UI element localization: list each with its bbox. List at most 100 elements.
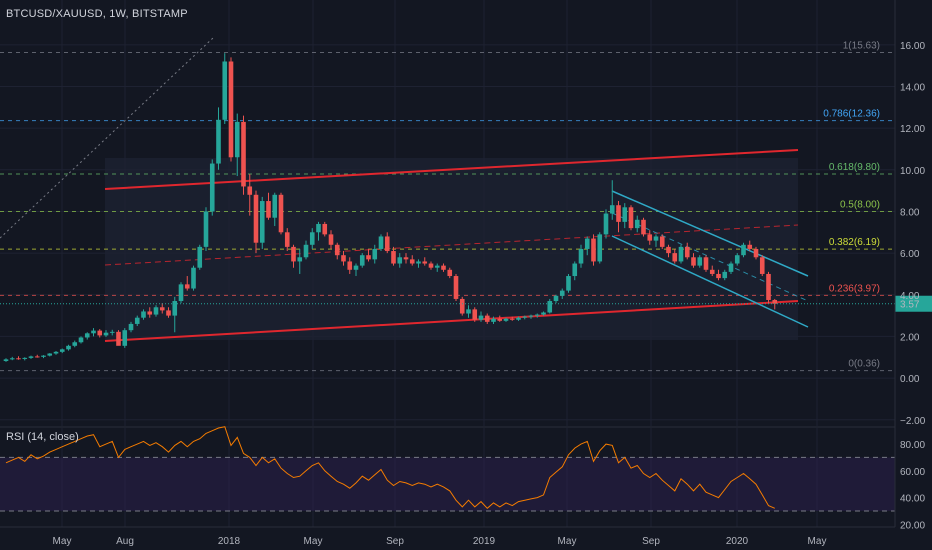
candle-body[interactable] xyxy=(228,61,234,158)
candle-body[interactable] xyxy=(759,257,765,274)
candle-body[interactable] xyxy=(434,265,440,268)
candle-body[interactable] xyxy=(734,255,740,264)
candle-body[interactable] xyxy=(491,318,496,322)
candle-body[interactable] xyxy=(641,219,646,235)
candle-body[interactable] xyxy=(334,244,340,256)
candle-body[interactable] xyxy=(209,163,215,212)
candle-body[interactable] xyxy=(691,257,696,266)
candle-body[interactable] xyxy=(628,207,634,229)
candle-body[interactable] xyxy=(84,333,90,338)
candle-body[interactable] xyxy=(159,307,165,311)
candle-body[interactable] xyxy=(378,236,384,249)
candle-body[interactable] xyxy=(241,121,246,187)
candle-body[interactable] xyxy=(28,356,34,358)
candle-body[interactable] xyxy=(772,299,778,304)
candle-body[interactable] xyxy=(397,257,403,264)
candle-body[interactable] xyxy=(197,246,203,268)
candle-body[interactable] xyxy=(222,61,228,120)
candle-body[interactable] xyxy=(766,273,771,300)
candle-body[interactable] xyxy=(109,331,115,333)
candle-body[interactable] xyxy=(303,244,309,258)
candle-body[interactable] xyxy=(547,301,553,313)
candle-body[interactable] xyxy=(103,332,109,336)
candle-body[interactable] xyxy=(316,223,321,233)
candle-body[interactable] xyxy=(428,263,434,268)
candle-body[interactable] xyxy=(203,211,209,247)
candle-body[interactable] xyxy=(603,213,609,235)
candle-body[interactable] xyxy=(728,263,734,272)
candle-body[interactable] xyxy=(53,351,59,354)
candle-body[interactable] xyxy=(416,261,421,264)
candle-body[interactable] xyxy=(372,248,378,260)
candle-body[interactable] xyxy=(172,301,178,316)
candle-body[interactable] xyxy=(216,119,221,164)
candle-body[interactable] xyxy=(503,318,509,321)
candle-body[interactable] xyxy=(353,265,359,270)
candle-body[interactable] xyxy=(553,295,559,302)
candle-body[interactable] xyxy=(116,331,121,346)
candle-body[interactable] xyxy=(659,236,665,247)
rsi-line[interactable] xyxy=(5,426,775,509)
candle-body[interactable] xyxy=(3,359,9,362)
candle-body[interactable] xyxy=(78,337,84,343)
candle-body[interactable] xyxy=(247,186,253,195)
candle-body[interactable] xyxy=(359,255,365,266)
candle-body[interactable] xyxy=(97,330,103,336)
candle-body[interactable] xyxy=(178,284,184,302)
candle-body[interactable] xyxy=(291,246,296,262)
candle-body[interactable] xyxy=(616,205,621,222)
candle-body[interactable] xyxy=(684,246,690,258)
candle-body[interactable] xyxy=(478,315,484,320)
candle-body[interactable] xyxy=(16,358,21,360)
candle-body[interactable] xyxy=(91,330,96,334)
candle-body[interactable] xyxy=(528,315,534,317)
candle-body[interactable] xyxy=(591,238,596,262)
candle-body[interactable] xyxy=(22,357,28,359)
candle-body[interactable] xyxy=(466,309,471,314)
candle-body[interactable] xyxy=(347,261,353,270)
candle-body[interactable] xyxy=(534,314,540,316)
candle-body[interactable] xyxy=(441,265,446,270)
candle-body[interactable] xyxy=(709,269,715,274)
candle-body[interactable] xyxy=(134,317,140,324)
candle-body[interactable] xyxy=(366,255,371,260)
candle-body[interactable] xyxy=(741,244,746,256)
candle-body[interactable] xyxy=(278,194,284,233)
candle-body[interactable] xyxy=(453,276,459,299)
candle-body[interactable] xyxy=(272,194,278,218)
candle-body[interactable] xyxy=(284,232,290,247)
candle-body[interactable] xyxy=(609,205,615,214)
candle-body[interactable] xyxy=(122,330,128,346)
candle-body[interactable] xyxy=(47,353,53,356)
candle-body[interactable] xyxy=(59,349,65,352)
candle-body[interactable] xyxy=(722,271,728,279)
candle-body[interactable] xyxy=(309,232,315,245)
candle-body[interactable] xyxy=(153,307,159,315)
candle-body[interactable] xyxy=(184,284,190,289)
candle-body[interactable] xyxy=(297,257,303,262)
candle-body[interactable] xyxy=(753,248,759,258)
candle-body[interactable] xyxy=(484,315,490,322)
candle-body[interactable] xyxy=(622,207,628,222)
candle-body[interactable] xyxy=(647,234,653,241)
candle-body[interactable] xyxy=(322,223,328,235)
candle-body[interactable] xyxy=(747,244,753,249)
candle-body[interactable] xyxy=(578,248,584,264)
candle-body[interactable] xyxy=(328,234,334,245)
candle-body[interactable] xyxy=(9,358,15,360)
candle-body[interactable] xyxy=(497,318,503,321)
candle-body[interactable] xyxy=(584,238,590,249)
candle-body[interactable] xyxy=(716,273,721,279)
candle-body[interactable] xyxy=(666,246,671,254)
candle-body[interactable] xyxy=(166,310,171,316)
candle-body[interactable] xyxy=(403,257,409,260)
candle-body[interactable] xyxy=(422,261,428,264)
candle-body[interactable] xyxy=(516,317,521,320)
candle-body[interactable] xyxy=(128,323,134,331)
candle-body[interactable] xyxy=(384,236,390,252)
candle-body[interactable] xyxy=(697,257,703,266)
candle-body[interactable] xyxy=(566,276,571,291)
candle-body[interactable] xyxy=(597,234,603,262)
candle-body[interactable] xyxy=(672,253,678,262)
